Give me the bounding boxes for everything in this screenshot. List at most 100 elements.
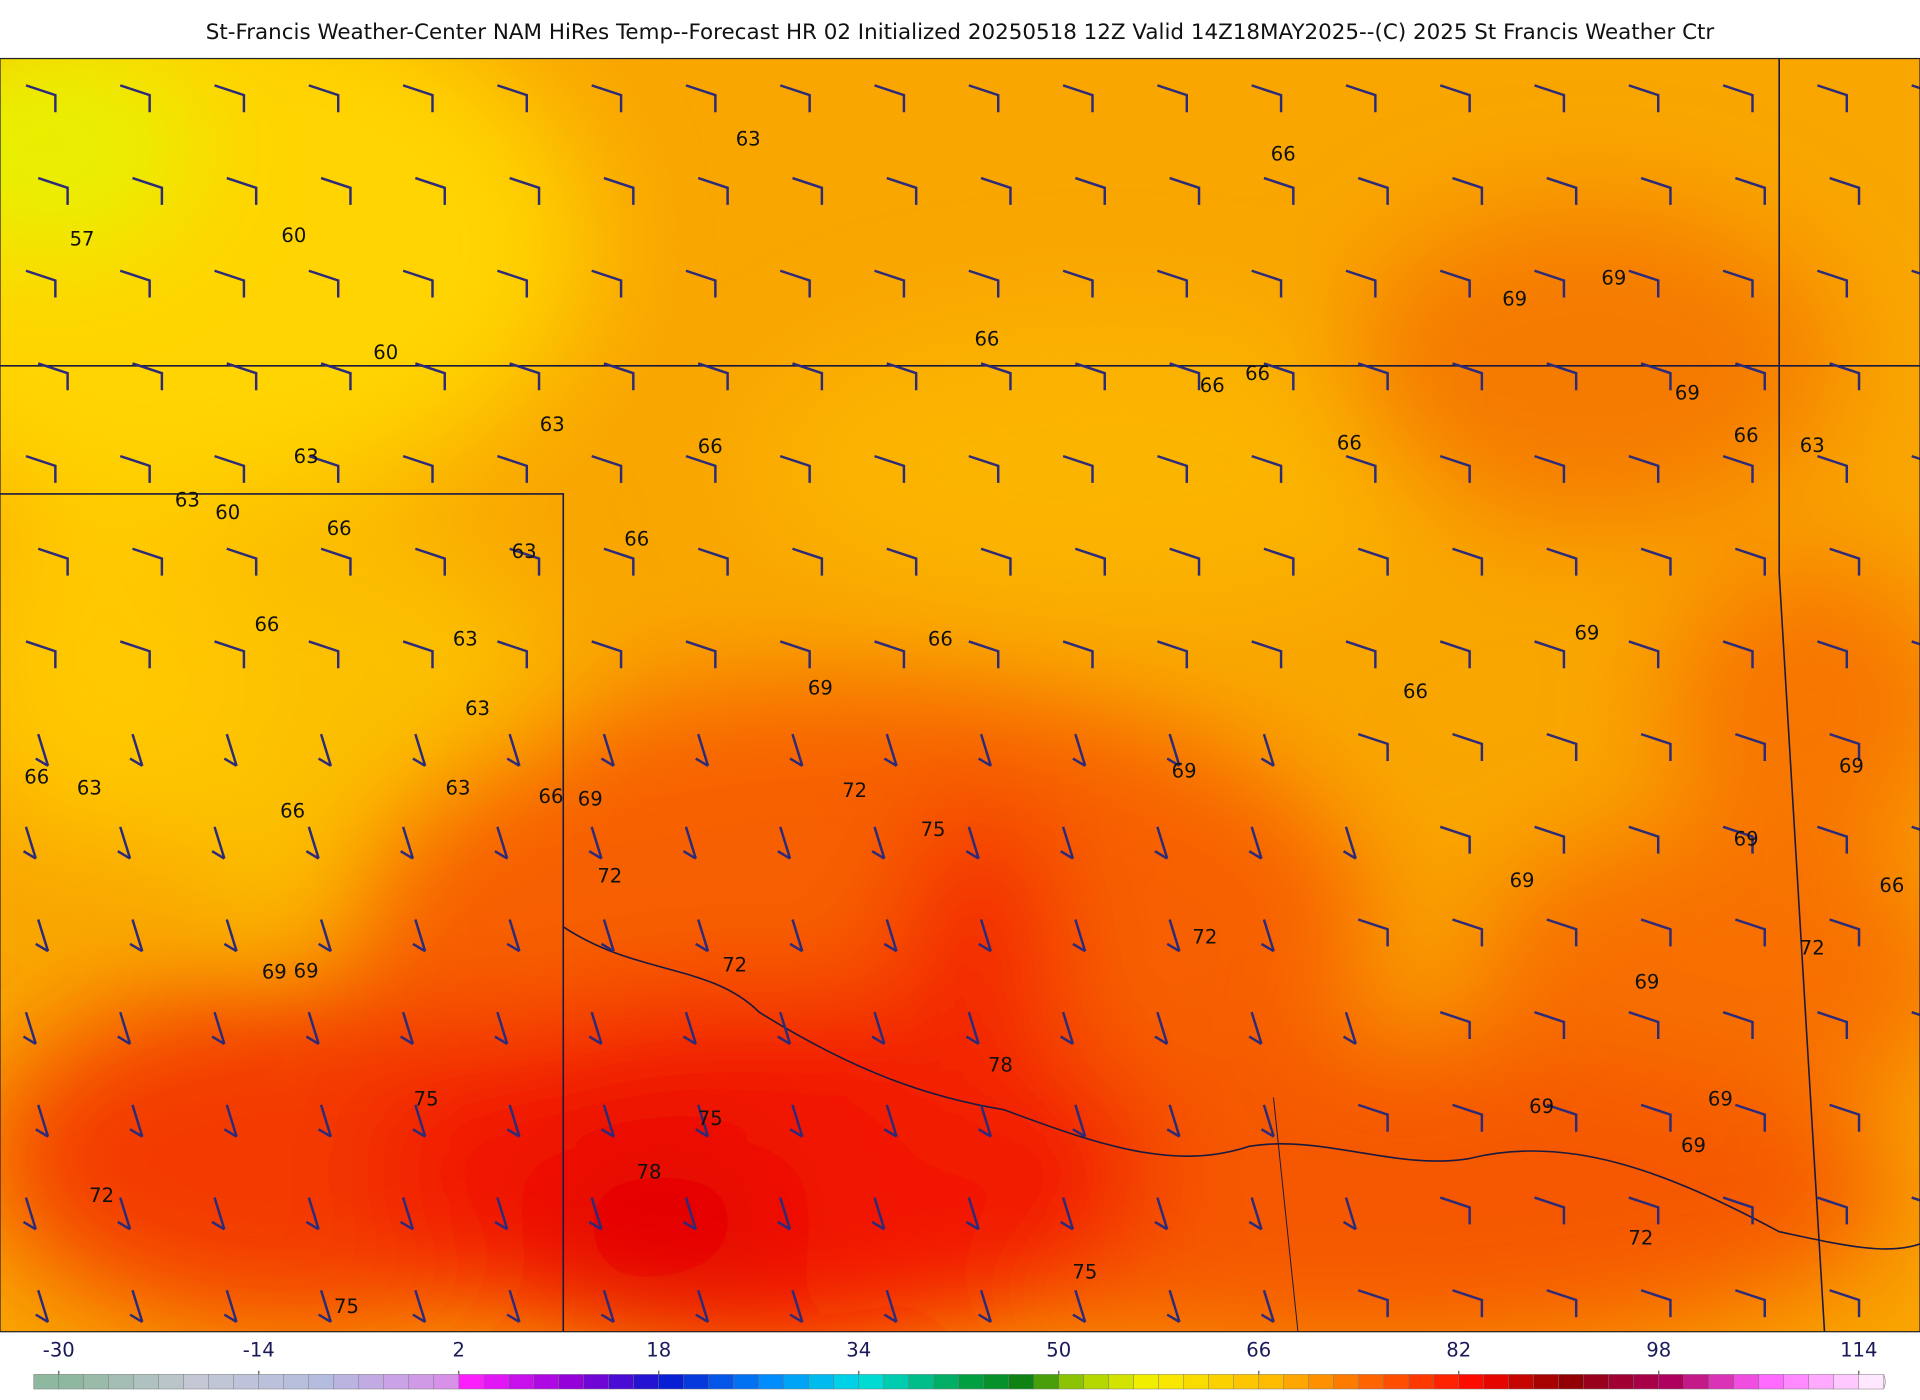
contour-label: 63 xyxy=(453,628,478,651)
colorbar-swatch xyxy=(1783,1374,1810,1390)
contour-label: 78 xyxy=(988,1053,1013,1076)
colorbar-swatch xyxy=(1283,1374,1310,1390)
wind-barb xyxy=(695,733,710,767)
wind-barb xyxy=(968,454,1000,483)
contour-label: 63 xyxy=(736,128,761,151)
wind-barb xyxy=(685,454,717,483)
contour-label: 69 xyxy=(1502,288,1527,311)
wind-barb xyxy=(1452,1289,1484,1318)
wind-barb xyxy=(1260,1289,1275,1323)
contour-label: 63 xyxy=(175,489,200,512)
colorbar-swatch xyxy=(133,1374,160,1390)
wind-barb xyxy=(226,547,258,576)
wind-barb xyxy=(1074,547,1106,576)
wind-barb xyxy=(22,1011,37,1045)
colorbar-swatch xyxy=(1858,1374,1885,1390)
wind-barb xyxy=(874,454,906,483)
colorbar-swatch xyxy=(1583,1374,1610,1390)
contour-label: 69 xyxy=(1734,828,1759,851)
wind-barb xyxy=(1734,1289,1766,1318)
wind-barb xyxy=(965,826,980,860)
colorbar-arrow-right xyxy=(1883,1374,1887,1390)
colorbar-swatch xyxy=(1183,1374,1210,1390)
wind-barb xyxy=(591,84,623,113)
wind-barb xyxy=(600,1104,615,1138)
wind-barb xyxy=(980,362,1012,391)
wind-barb xyxy=(1452,362,1484,391)
wind-barb xyxy=(1734,918,1766,947)
colorbar-swatch xyxy=(1508,1374,1535,1390)
wind-barb xyxy=(211,826,226,860)
wind-barb xyxy=(1062,84,1094,113)
wind-barb xyxy=(1251,84,1283,113)
colorbar-swatch xyxy=(833,1374,860,1390)
colorbar-swatch xyxy=(858,1374,885,1390)
wind-barb xyxy=(1154,1011,1169,1045)
wind-barb xyxy=(1357,918,1389,947)
colorbar-swatch xyxy=(583,1374,610,1390)
contour-label: 69 xyxy=(1510,869,1535,892)
colorbar-swatch xyxy=(1383,1374,1410,1390)
contour-label: 60 xyxy=(373,341,398,364)
wind-barb xyxy=(320,362,352,391)
wind-barb xyxy=(1357,362,1389,391)
colorbar-tick-label: 2 xyxy=(453,1339,465,1362)
colorbar-swatch xyxy=(1558,1374,1585,1390)
colorbar-swatch xyxy=(1008,1374,1035,1390)
wind-barb xyxy=(414,362,446,391)
colorbar-swatch xyxy=(733,1374,760,1390)
wind-barb xyxy=(977,733,993,767)
contour-label: 69 xyxy=(1681,1134,1706,1157)
wind-barb xyxy=(1452,1103,1484,1132)
wind-barb xyxy=(1157,269,1189,298)
wind-barb xyxy=(886,176,918,205)
wind-barb xyxy=(697,176,729,205)
wind-barb xyxy=(412,1104,427,1138)
wind-barb xyxy=(1640,176,1672,205)
wind-barb xyxy=(977,1104,993,1138)
contour-label: 72 xyxy=(89,1184,114,1207)
wind-barb xyxy=(317,919,333,953)
wind-barb xyxy=(1169,176,1201,205)
wind-barb xyxy=(308,269,340,298)
colorbar-tick-label: 66 xyxy=(1246,1339,1271,1362)
wind-barb xyxy=(1157,454,1189,483)
contour-label: 72 xyxy=(722,953,747,976)
colorbar-swatch xyxy=(1483,1374,1510,1390)
wind-barb xyxy=(211,1197,226,1231)
contour-label: 66 xyxy=(1200,374,1225,397)
contour-label: 69 xyxy=(1172,759,1197,782)
wind-barb xyxy=(1829,918,1861,947)
wind-barb xyxy=(497,269,529,298)
wind-barb xyxy=(308,84,340,113)
wind-barb xyxy=(1534,640,1566,669)
colorbar-swatch xyxy=(1133,1374,1160,1390)
wind-barb xyxy=(402,640,434,669)
wind-barb xyxy=(132,362,164,391)
wind-barb xyxy=(22,1197,37,1231)
contour-label: 75 xyxy=(698,1107,723,1130)
colorbar-swatch xyxy=(1833,1374,1860,1390)
contour-label: 78 xyxy=(637,1161,662,1184)
wind-barb xyxy=(1546,1103,1578,1132)
wind-barb xyxy=(1357,1289,1389,1318)
wind-barb xyxy=(682,1011,697,1045)
wind-barb xyxy=(1640,1103,1672,1132)
colorbar-swatch xyxy=(383,1374,410,1390)
wind-barb xyxy=(226,362,258,391)
wind-barb xyxy=(37,547,69,576)
wind-barb xyxy=(779,269,811,298)
contour-label: 72 xyxy=(597,864,622,887)
wind-barb xyxy=(1439,1196,1471,1225)
contour-label: 69 xyxy=(1601,267,1626,290)
wind-barb xyxy=(494,826,509,860)
wind-barb xyxy=(1060,1011,1075,1045)
contour-label: 66 xyxy=(1271,142,1296,165)
colorbar-swatch xyxy=(158,1374,185,1390)
wind-barb xyxy=(883,1289,898,1323)
wind-barb xyxy=(223,919,238,953)
wind-barb xyxy=(1452,732,1484,761)
wind-barb xyxy=(1534,1196,1566,1225)
wind-barb xyxy=(1060,1197,1075,1231)
colorbar-tick-label: 18 xyxy=(646,1339,671,1362)
